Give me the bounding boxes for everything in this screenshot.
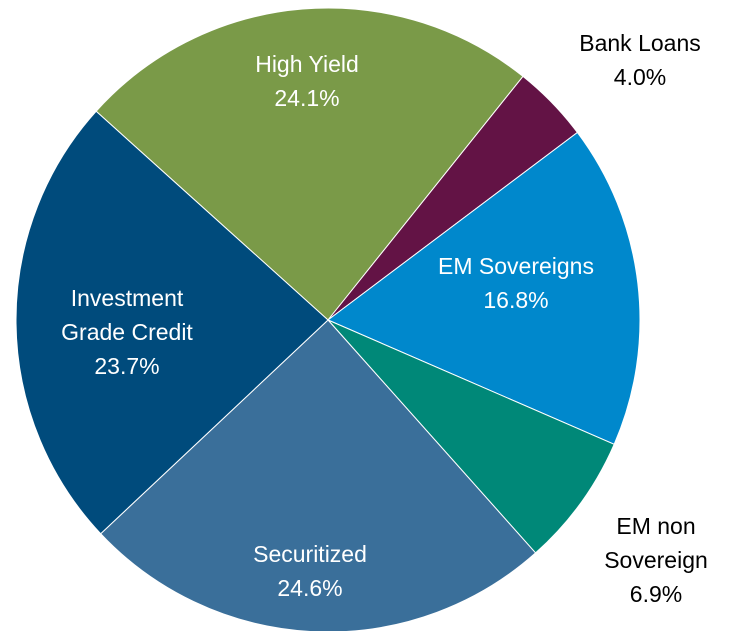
value-label: 16.8% bbox=[483, 287, 548, 313]
label-line: High Yield bbox=[255, 51, 359, 77]
pie-slice bbox=[327, 319, 615, 554]
slice-label: Securitized bbox=[253, 541, 367, 567]
slice-label: EM non Sovereign bbox=[604, 513, 708, 573]
value-label: 24.6% bbox=[277, 575, 342, 601]
slice-label: High Yield bbox=[255, 51, 359, 77]
label-line: Grade Credit bbox=[61, 319, 193, 345]
pie-slice bbox=[327, 131, 641, 445]
pie-slice bbox=[95, 7, 524, 321]
label-line: Sovereign bbox=[604, 547, 708, 573]
slice-label: Bank Loans bbox=[579, 30, 700, 56]
value-label: 4.0% bbox=[614, 64, 666, 90]
value-label: 6.9% bbox=[630, 581, 682, 607]
label-line: Investment bbox=[71, 285, 184, 311]
label-line: Securitized bbox=[253, 541, 367, 567]
slice-label: EM Sovereigns bbox=[438, 253, 594, 279]
value-label: 24.1% bbox=[274, 85, 339, 111]
label-line: Bank Loans bbox=[579, 30, 700, 56]
label-line: EM non bbox=[616, 513, 695, 539]
pie-slice bbox=[99, 319, 537, 631]
pie-slice bbox=[15, 110, 329, 535]
label-line: EM Sovereigns bbox=[438, 253, 594, 279]
slice-label: Investment Grade Credit bbox=[61, 285, 193, 345]
value-label: 23.7% bbox=[94, 353, 159, 379]
